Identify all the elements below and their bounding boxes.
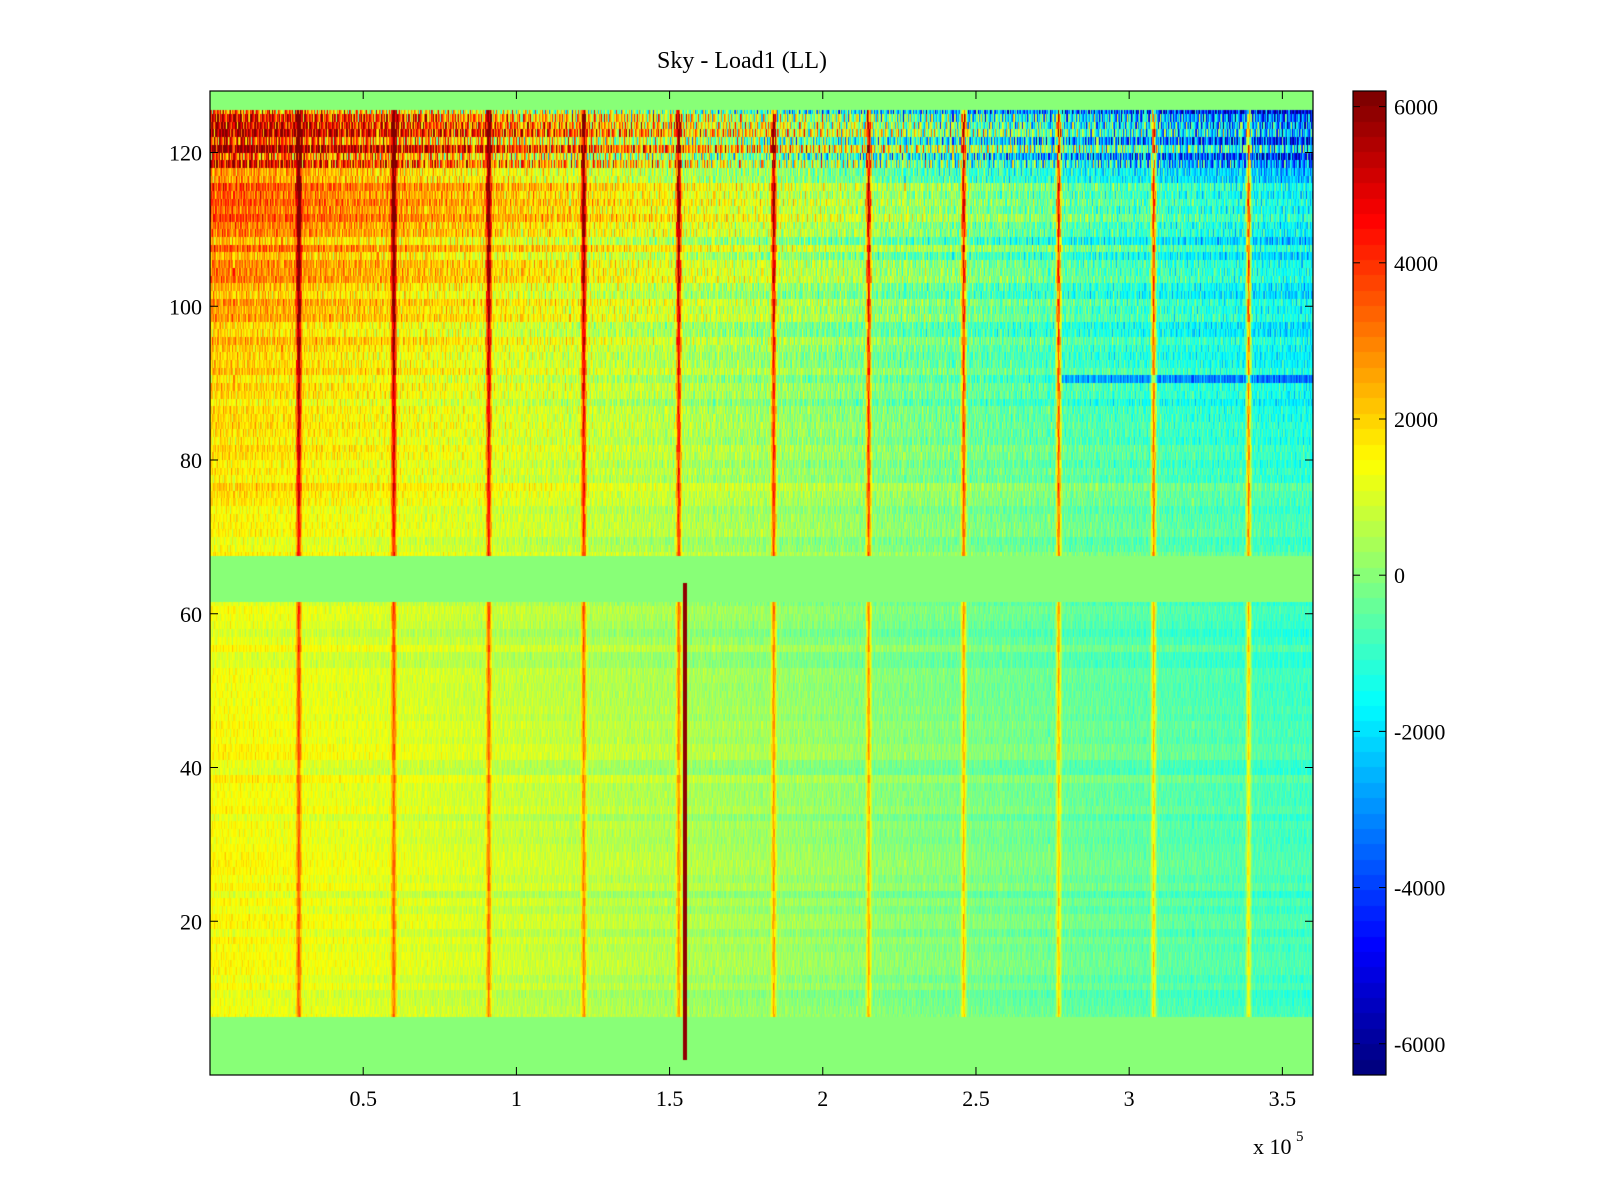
y-tick-label: 20 [180,909,202,934]
plot-area: 0.5 1 1.5 2 2.5 3 3.5 20 40 60 80 100 120 [169,90,1314,1111]
x-multiplier-exponent: 5 [1296,1129,1304,1145]
colorbar-image-container [1353,91,1386,1075]
x-tick-label: 2 [817,1086,828,1111]
x-tick-label: 0.5 [349,1086,377,1111]
x-tick-label: 3 [1124,1086,1135,1111]
heatmap-image [210,91,1313,1075]
heatmap-image-container [210,91,1313,1075]
colorbar-tick-label: 4000 [1394,251,1438,276]
x-axis-ticks: 0.5 1 1.5 2 2.5 3 3.5 [349,91,1296,1111]
colorbar: 6000 4000 2000 0 -2000 -4000 -6000 [1352,90,1445,1076]
x-multiplier-label: x 10 [1253,1134,1292,1159]
chart-title: Sky - Load1 (LL) [657,48,827,74]
y-tick-label: 100 [169,294,202,319]
colorbar-tick-label: 6000 [1394,95,1438,120]
colorbar-tick-label: -4000 [1394,876,1445,901]
x-tick-label: 1 [511,1086,522,1111]
colorbar-tick-label: 2000 [1394,407,1438,432]
colorbar-tick-label: 0 [1394,563,1405,588]
y-tick-label: 80 [180,448,202,473]
colorbar-image [1353,91,1386,1075]
x-tick-label: 2.5 [962,1086,990,1111]
x-axis-multiplier: x 10 5 [1253,1129,1304,1159]
colorbar-tick-label: -6000 [1394,1032,1445,1057]
x-tick-label: 1.5 [656,1086,684,1111]
colorbar-tick-label: -2000 [1394,719,1445,744]
colorbar-ticks: 6000 4000 2000 0 -2000 -4000 -6000 [1353,95,1445,1057]
x-tick-label: 3.5 [1269,1086,1297,1111]
y-axis-ticks: 20 40 60 80 100 120 [169,141,1313,934]
plot-frame [209,90,1314,1076]
y-tick-label: 120 [169,141,202,166]
colorbar-frame [1352,90,1387,1076]
y-tick-label: 60 [180,602,202,627]
y-tick-label: 40 [180,756,202,781]
